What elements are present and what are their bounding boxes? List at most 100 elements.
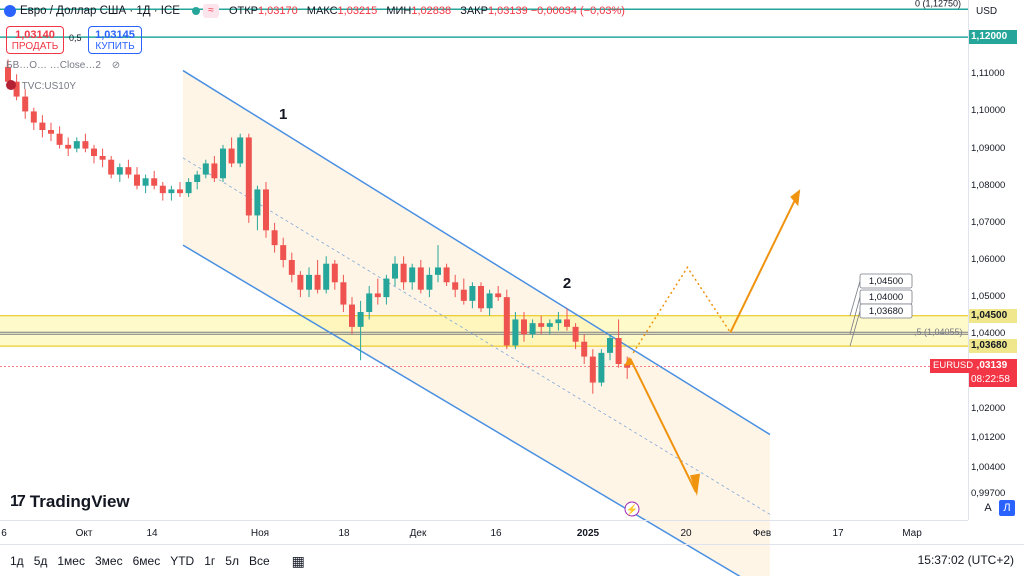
candle-body — [546, 323, 553, 327]
candle-body — [443, 267, 450, 283]
candle-body — [435, 267, 441, 275]
auto-scale-button[interactable]: A — [984, 502, 992, 514]
time-tick-label: 20 — [680, 528, 692, 539]
calendar-range-icon[interactable]: ▦ — [291, 552, 305, 569]
price-tick-label: 1,07000 — [971, 216, 1006, 228]
callout-box — [859, 303, 913, 319]
timeframe-3мес[interactable]: 3мес — [94, 554, 123, 568]
candle-body — [598, 352, 605, 383]
candle-body — [297, 274, 304, 290]
projection-dotted-path — [632, 266, 732, 354]
ohlc-low-key: МИН — [386, 5, 412, 17]
candle-body — [65, 144, 72, 149]
candle-body — [168, 189, 175, 194]
log-scale-button[interactable]: Л — [999, 500, 1015, 516]
projection-up-arrowhead — [790, 189, 801, 207]
candle-body — [108, 159, 115, 175]
timeframe-5л[interactable]: 5л — [225, 554, 239, 568]
timeframe-6мес[interactable]: 6мес — [132, 554, 161, 568]
ohlc-close-key: ЗАКР — [460, 5, 488, 17]
candle-body — [237, 137, 244, 164]
time-tick-label: Фев — [752, 528, 772, 539]
time-tick-label: Дек — [409, 528, 427, 539]
candle-body — [245, 137, 252, 216]
candle-body — [82, 141, 89, 149]
callout-box — [859, 273, 913, 289]
timeframe-1мес[interactable]: 1мес — [57, 554, 85, 568]
candle-body — [116, 167, 123, 175]
buy-button[interactable]: 1,03145 КУПИТЬ — [88, 26, 142, 54]
time-tick-label: Мар — [902, 528, 922, 539]
support-resistance-zone — [0, 315, 968, 347]
price-tag: 1,04500 — [969, 308, 1017, 323]
price-tag: 1,12000 — [969, 30, 1017, 45]
projection-origin-arrowhead — [624, 356, 633, 366]
callout-leader — [849, 296, 861, 335]
time-axis[interactable]: 6 Окт 14 Ноя 18 Дек 16 2025 20 Фев 17 Мар — [0, 520, 968, 545]
candle-body — [521, 319, 527, 335]
candle-body — [469, 286, 476, 301]
callout-label: 1,04000 — [869, 292, 903, 303]
currency-label[interactable]: USD — [976, 6, 998, 17]
projection-up-arrow-line — [729, 190, 801, 333]
time-tick-label: 17 — [832, 528, 844, 539]
candle-body — [22, 96, 29, 112]
candle-body — [220, 148, 226, 179]
symbol-price-tag: EURUSD — [930, 359, 977, 374]
time-tick-label: 14 — [146, 528, 158, 539]
projection-down-arrowhead — [690, 473, 700, 497]
candle-body — [331, 263, 338, 283]
price-tick-label: 0,99700 — [971, 488, 1006, 499]
symbol-header: Евро / Доллар США · 1Д · ICE ≈ ОТКР1,031… — [0, 0, 968, 22]
callout-leader — [849, 280, 861, 316]
candle-body — [383, 278, 390, 298]
candle-body — [495, 293, 502, 298]
candle-body — [529, 323, 536, 335]
candle-body — [48, 130, 54, 134]
candle-body — [194, 174, 201, 182]
price-axis[interactable] — [968, 0, 1024, 520]
projection-down-arrow-line — [629, 357, 697, 493]
lightning-icon: ⚡ — [626, 503, 638, 516]
price-tick-label: 1,01200 — [971, 432, 1006, 444]
euro-flag-icon — [4, 5, 16, 17]
candle-body — [374, 293, 381, 298]
candle-body — [177, 189, 183, 194]
market-open-icon — [191, 7, 200, 15]
timeframe-1д[interactable]: 1д — [10, 554, 24, 568]
ohlc-high-value: 1,03215 — [337, 5, 378, 17]
price-tick-label: 1,04000 — [971, 328, 1006, 340]
candle-body — [306, 274, 312, 290]
candle-body — [151, 178, 158, 186]
channel-mid-line — [182, 157, 771, 515]
price-tag: 1,03139 — [969, 359, 1017, 374]
indicator-label-1: БВ…О… …Close…2 — [6, 60, 101, 71]
timeframe-YTD[interactable]: YTD — [170, 554, 195, 568]
candle-body — [254, 189, 261, 216]
indicator-legend-2[interactable]: TVC:US10Y — [6, 80, 76, 92]
eye-off-icon[interactable]: ⊘ — [111, 60, 121, 71]
wave-badge[interactable]: ≈ — [202, 4, 219, 18]
candle-body — [211, 163, 218, 179]
sell-button[interactable]: 1,03140 ПРОДАТЬ — [6, 26, 64, 54]
price-tick-label: 1,06000 — [971, 254, 1006, 265]
clock[interactable]: 15:37:02 (UTC+2) — [917, 553, 1014, 567]
event-marker-icon — [624, 501, 640, 517]
candle-body — [288, 260, 295, 275]
callout-label: 1,04500 — [869, 276, 903, 287]
ohlc-low-value: 1,02838 — [411, 5, 452, 17]
candle-body — [366, 293, 373, 312]
price-tick-label: 1,09000 — [971, 142, 1006, 154]
tradingview-logo-icon: 17 — [10, 493, 26, 510]
candle-body — [185, 182, 192, 194]
ohlc-close-value: 1,03139 −0,00034 (−0,03%) — [487, 5, 625, 17]
sell-price: 1,03140 — [15, 29, 55, 41]
indicator-legend-1[interactable]: БВ…О… …Close…2 ⊘ — [6, 60, 120, 71]
timeframe-5д[interactable]: 5д — [33, 554, 48, 568]
timeframe-Все[interactable]: Все — [248, 554, 270, 568]
candle-body — [280, 245, 287, 260]
symbol-title[interactable]: Евро / Доллар США · 1Д · ICE — [20, 5, 180, 17]
timeframe-1г[interactable]: 1г — [204, 554, 216, 568]
tradingview-logo-text: TradingView — [29, 492, 130, 511]
